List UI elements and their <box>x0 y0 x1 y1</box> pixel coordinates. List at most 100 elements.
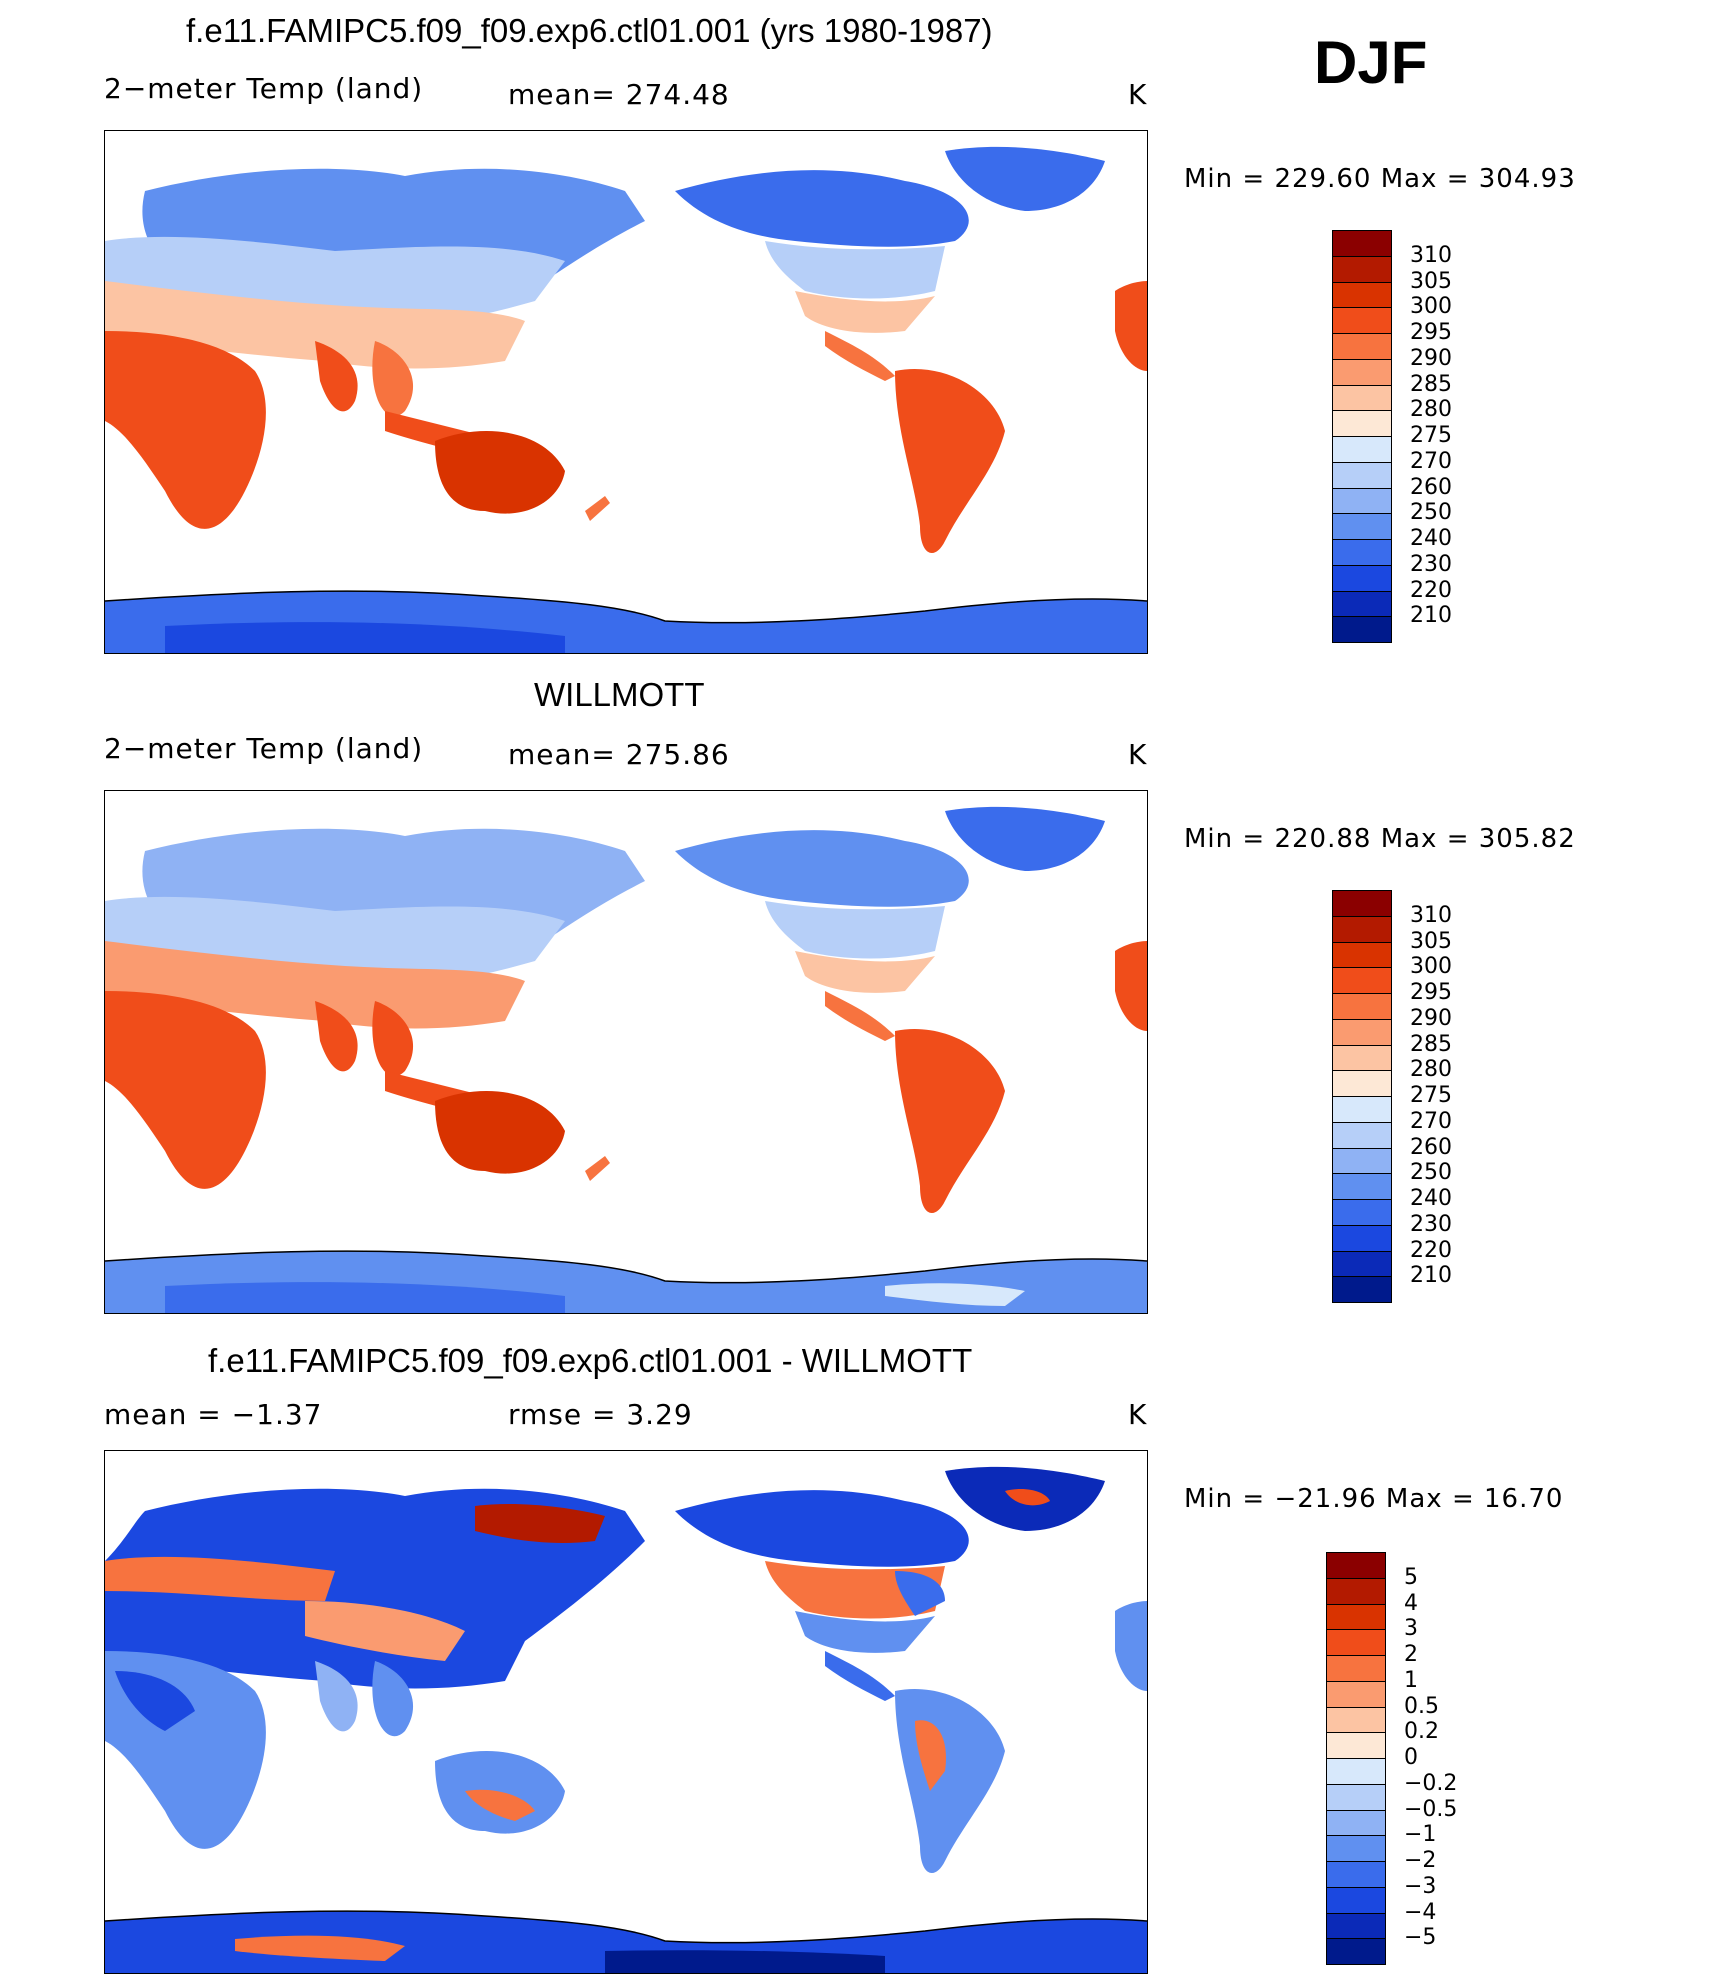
africa <box>105 991 266 1189</box>
india <box>315 341 358 412</box>
colorbar-swatch <box>1326 1835 1386 1862</box>
africa <box>105 331 266 529</box>
colorbar-tick-label: 285 <box>1410 371 1452 397</box>
colorbar-tick-label: −3 <box>1404 1873 1437 1899</box>
colorbar-tick-label: 285 <box>1410 1031 1452 1057</box>
colorbar-tick-label: 270 <box>1410 1108 1452 1134</box>
siberia-warm <box>475 1504 605 1543</box>
australia-warm <box>465 1789 535 1821</box>
colorbar-swatch <box>1326 1886 1386 1914</box>
africa-west-edge <box>1115 1601 1147 1691</box>
africa-west-edge <box>1115 281 1147 371</box>
units-label-model: K <box>1128 78 1148 111</box>
colorbar-swatch <box>1332 461 1392 489</box>
colorbar-tick-label: 300 <box>1410 294 1452 320</box>
north-america-south <box>795 291 935 333</box>
colorbar-swatch <box>1326 1680 1386 1708</box>
minmax-label-diff: Min = −21.96 Max = 16.70 <box>1184 1484 1564 1514</box>
colorbar-tick-label: 240 <box>1410 526 1452 551</box>
se-asia <box>372 341 414 417</box>
colorbar-tick-label: 230 <box>1410 1211 1452 1237</box>
central-america <box>825 991 895 1041</box>
colorbar-model: 310 305 300 295 290 285 280 275 270 260 250 240 230 2… <box>1332 230 1492 643</box>
antarctica-coast <box>105 1910 1147 1944</box>
south-america <box>895 369 1005 553</box>
colorbar-tick-label: 240 <box>1410 1186 1452 1211</box>
colorbar-tick-label: −0.5 <box>1404 1796 1458 1822</box>
colorbar-tick-label: 290 <box>1410 345 1452 371</box>
north-america-south <box>795 1611 935 1653</box>
colorbar-tick-label: 210 <box>1410 1263 1452 1289</box>
colorbar-swatch <box>1326 1861 1386 1888</box>
units-label-diff: K <box>1128 1398 1148 1431</box>
colorbar-tick-label: 2 <box>1404 1642 1418 1667</box>
colorbar-swatch <box>1332 915 1392 943</box>
colorbar-tick-label: 275 <box>1410 423 1452 448</box>
colorbar-tick-label: 305 <box>1410 928 1452 954</box>
colorbar-swatch <box>1326 1655 1386 1682</box>
se-asia <box>372 1001 414 1077</box>
colorbar-frame <box>1326 1552 1386 1965</box>
colorbar-tick-label: 210 <box>1410 603 1452 629</box>
central-america <box>825 331 895 381</box>
colorbar-tick-label: 0 <box>1404 1745 1418 1770</box>
colorbar-frame <box>1332 230 1392 643</box>
colorbar-diff: 5 4 3 2 1 0.5 0.2 0 −0.2 −0.5 −1 −2 −3 −4 −5 <box>1326 1552 1496 1965</box>
north-america-north <box>675 830 969 907</box>
colorbar-tick-label: 4 <box>1404 1590 1418 1616</box>
mean-label-obs: mean= 275.86 <box>508 738 730 771</box>
colorbar-swatch <box>1332 890 1392 917</box>
map-obs <box>104 790 1148 1314</box>
colorbar-tick-label: 295 <box>1410 980 1452 1005</box>
colorbar-tick-label: −5 <box>1404 1925 1437 1951</box>
colorbar-swatch <box>1332 436 1392 463</box>
colorbar-tick-label: 250 <box>1410 500 1452 526</box>
colorbar-tick-label: 3 <box>1404 1616 1418 1642</box>
antarctica-warm <box>235 1935 405 1961</box>
colorbar-swatch <box>1332 1199 1392 1226</box>
panel-title-diff: f.e11.FAMIPC5.f09_f09.exp6.ctl01.001 - W… <box>208 1342 973 1379</box>
colorbar-tick-label: 260 <box>1410 474 1452 500</box>
se-asia <box>372 1661 414 1737</box>
india <box>315 1661 358 1732</box>
colorbar-tick-label: 220 <box>1410 1237 1452 1263</box>
colorbar-tick-label: 230 <box>1410 551 1452 577</box>
antarctica-dark <box>605 1950 885 1973</box>
antarctica-interior <box>165 622 565 653</box>
colorbar-tick-label: −2 <box>1404 1848 1437 1873</box>
australia <box>435 431 565 514</box>
colorbar-tick-label: 310 <box>1410 902 1452 928</box>
south-america-warm <box>915 1720 946 1791</box>
central-america <box>825 1651 895 1701</box>
colorbar-tick-label: 5 <box>1404 1564 1418 1590</box>
colorbar-swatch <box>1332 590 1392 618</box>
colorbar-tick-label: 275 <box>1410 1083 1452 1108</box>
colorbar-swatch <box>1332 487 1392 515</box>
panel-title-model: f.e11.FAMIPC5.f09_f09.exp6.ctl01.001 (yr… <box>186 12 993 49</box>
colorbar-swatch <box>1326 1732 1386 1759</box>
colorbar-tick-label: −4 <box>1404 1899 1437 1925</box>
colorbar-tick-label: 310 <box>1410 242 1452 268</box>
eurasia-warm-band <box>105 1556 335 1601</box>
australia <box>435 1091 565 1174</box>
south-america <box>895 1689 1005 1873</box>
north-america-south <box>795 951 935 993</box>
colorbar-tick-label: 280 <box>1410 397 1452 423</box>
map-diff <box>104 1450 1148 1974</box>
central-asia-mix <box>305 1601 465 1661</box>
antarctica-coast <box>105 590 1147 624</box>
units-label-obs: K <box>1128 738 1148 771</box>
colorbar-tick-label: 220 <box>1410 577 1452 603</box>
greenland <box>945 146 1105 211</box>
colorbar-tick-label: 0.2 <box>1404 1719 1439 1745</box>
colorbar-obs: 310 305 300 295 290 285 280 275 270 260 250 240 230 2… <box>1332 890 1492 1303</box>
new-zealand <box>585 1156 610 1181</box>
colorbar-tick-label: 0.5 <box>1404 1693 1439 1719</box>
colorbar-swatch <box>1326 1809 1386 1837</box>
colorbar-tick-label: 1 <box>1404 1667 1418 1693</box>
eurasia <box>105 1488 645 1689</box>
greenland-warm <box>1005 1489 1050 1506</box>
north-america-mid <box>765 241 945 299</box>
season-label: DJF <box>1314 29 1428 96</box>
variable-label-obs: 2−meter Temp (land) <box>104 732 424 765</box>
